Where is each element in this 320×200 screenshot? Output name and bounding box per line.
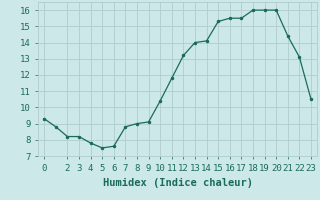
X-axis label: Humidex (Indice chaleur): Humidex (Indice chaleur) (103, 178, 252, 188)
